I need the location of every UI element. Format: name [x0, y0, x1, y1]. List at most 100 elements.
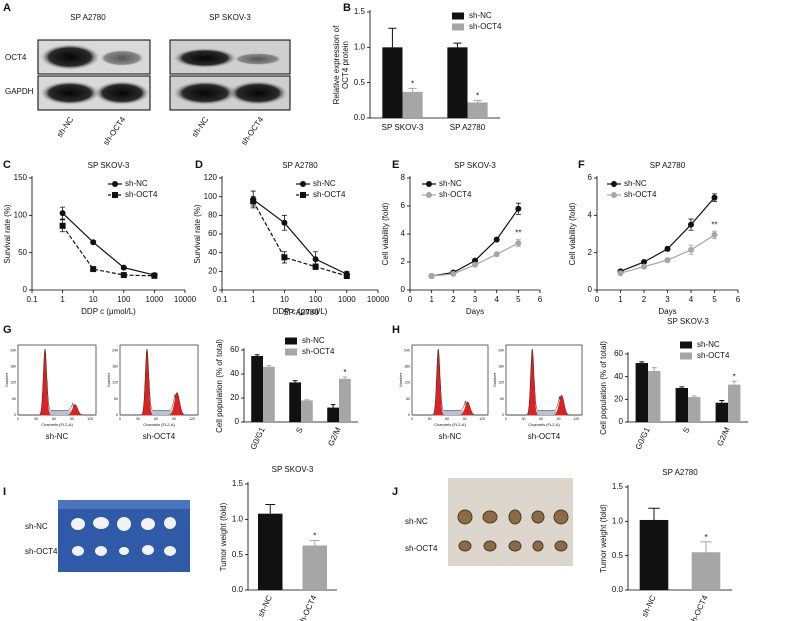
x-tick-label: 6 [736, 295, 741, 304]
blot-right [169, 39, 291, 111]
x-tick-label: 10 [280, 295, 289, 304]
y-tick-label: 40 [614, 372, 623, 381]
lane-label: sh-OCT4 [101, 115, 127, 147]
legend-label: sh-OCT4 [302, 347, 335, 356]
y-tick-label: 20 [614, 394, 623, 403]
y-axis-label: Tumor weight (fold) [219, 502, 228, 571]
flow-curve [507, 348, 581, 416]
flow-g1-peak [431, 349, 446, 415]
x-tick-label: S [681, 426, 691, 435]
x-tick-label: 2 [451, 295, 456, 304]
flow-y-tick: 120 [112, 381, 118, 385]
bar [289, 382, 301, 422]
x-tick-label: 1000 [146, 295, 164, 304]
flow-g1-peak [525, 349, 540, 415]
flow-ylabel: Number [398, 372, 403, 387]
legend-swatch [452, 23, 464, 31]
marker [641, 259, 647, 265]
y-tick-label: 60 [614, 349, 623, 358]
flow-x-tick: 0 [411, 417, 413, 421]
flow-lane: sh-NC [46, 432, 69, 441]
y-tick-label: 1.5 [354, 7, 366, 16]
y-tick-label: 100 [14, 210, 28, 219]
marker [90, 239, 97, 246]
x-tick-label: 0.1 [216, 295, 228, 304]
marker [664, 257, 671, 264]
flow-curve [19, 348, 95, 416]
legend-label: sh-NC [302, 336, 325, 345]
panel-letter: E [392, 159, 399, 171]
legend-label: sh-NC [313, 179, 336, 188]
panel-letter: I [3, 486, 6, 498]
panel-letter: J [392, 486, 398, 498]
chart-title: SP SKOV-3 [454, 161, 496, 170]
legend-label: sh-NC [624, 179, 647, 188]
x-axis-label: Days [658, 307, 676, 316]
flow-x-tick: 120 [87, 417, 93, 421]
marker [472, 261, 478, 268]
x-tick-label: 1000 [338, 295, 356, 304]
error-bar [266, 365, 272, 367]
y-tick-label: 1.0 [232, 514, 244, 523]
marker [664, 245, 671, 252]
bar [327, 407, 339, 422]
annotation: * [313, 532, 316, 541]
photo-row: sh-OCT4 [405, 544, 438, 553]
flow-y-tick: 180 [404, 364, 410, 368]
error-bar [639, 361, 645, 364]
x-tick-label: 10000 [367, 295, 390, 304]
flow-x-tick: 30 [428, 417, 432, 421]
bar [688, 397, 701, 422]
y-tick-label: 0 [401, 285, 406, 294]
legend-label: sh-OCT4 [624, 190, 657, 199]
x-tick-label: 1 [251, 295, 256, 304]
flow-s-phase [535, 410, 559, 415]
flow-y-tick: 60 [12, 397, 16, 401]
y-tick-label: 40 [230, 369, 239, 378]
y-tick-label: 2 [401, 257, 406, 266]
bar [301, 400, 313, 422]
marker [250, 198, 257, 205]
panel-letter: D [195, 159, 203, 171]
x-tick-label: SP SKOV-3 [382, 123, 424, 132]
flow-x-tick: 0 [505, 417, 507, 421]
legend-label: sh-OCT4 [469, 22, 502, 31]
y-axis-label: Survival rate (%) [193, 204, 202, 263]
flow-ylabel: Number [4, 372, 9, 387]
x-tick-label: 5 [712, 295, 717, 304]
flow-y-tick: 120 [404, 381, 410, 385]
flow-x-tick: 120 [479, 417, 485, 421]
y-tick-label: 0 [619, 417, 624, 426]
error-bar [408, 87, 417, 92]
y-tick-label: 0 [588, 285, 593, 294]
error-bar [731, 380, 737, 385]
flow-lane: sh-OCT4 [528, 432, 561, 441]
x-tick-label: G2/M [715, 426, 732, 448]
marker [472, 257, 478, 264]
blot-left [37, 39, 151, 111]
annotation: ** [515, 229, 521, 238]
legend-marker [112, 192, 118, 198]
chart-title: SP SKOV-3 [667, 317, 709, 326]
annotation: * [411, 79, 414, 88]
marker [343, 273, 350, 279]
error-bar [700, 541, 712, 553]
marker [428, 273, 435, 279]
flow-lane: sh-OCT4 [143, 432, 176, 441]
flow-g1-peak [37, 349, 53, 415]
marker [59, 222, 66, 229]
flow-x-tick: 90 [463, 417, 467, 421]
y-tick-label: 0.0 [354, 113, 366, 122]
flow-g2-peak [552, 395, 571, 415]
panel-letter: C [3, 159, 11, 171]
blot-row: OCT4 [5, 53, 27, 62]
flow-x-tick: 60 [539, 417, 543, 421]
legend-swatch [452, 12, 464, 20]
flow-y-tick: 180 [10, 364, 16, 368]
x-tick-label: 4 [689, 295, 694, 304]
y-tick-label: 1.0 [354, 42, 366, 51]
x-axis-label: DDP c (μmol/L) [81, 307, 136, 316]
flow-y-tick: 180 [112, 364, 118, 368]
y-tick-label: 120 [204, 173, 218, 182]
tumor-photo [58, 500, 190, 572]
